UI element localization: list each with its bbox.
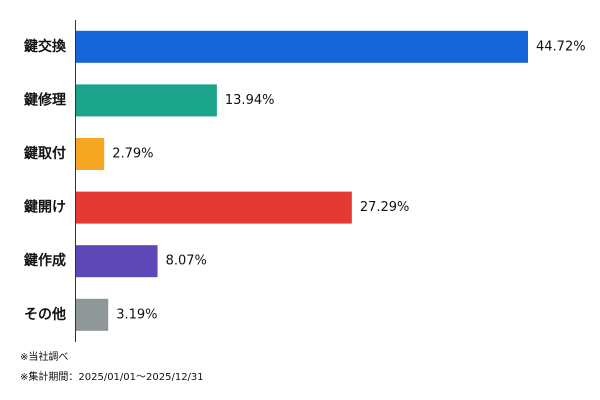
value-label: 3.19% xyxy=(116,307,157,322)
bar xyxy=(76,245,158,278)
footnote: ※当社調べ xyxy=(20,350,68,363)
category-label: 鍵開け xyxy=(24,199,66,216)
category-label: 鍵修理 xyxy=(24,91,66,108)
value-label: 8.07% xyxy=(166,254,207,269)
category-label: その他 xyxy=(24,306,66,323)
value-label: 2.79% xyxy=(112,147,153,162)
bar xyxy=(76,30,528,63)
bar xyxy=(76,84,217,117)
category-label: 鍵取付 xyxy=(24,145,66,162)
category-label: 鍵作成 xyxy=(24,252,66,269)
value-label: 13.94% xyxy=(225,93,275,108)
value-label: 27.29% xyxy=(360,200,410,215)
bar xyxy=(76,138,105,170)
bar xyxy=(76,191,352,224)
bar xyxy=(76,298,109,331)
value-label: 44.72% xyxy=(536,39,586,54)
footnote: ※集計期間：2025/01/01〜2025/12/31 xyxy=(20,370,204,383)
category-label: 鍵交換 xyxy=(24,38,67,55)
